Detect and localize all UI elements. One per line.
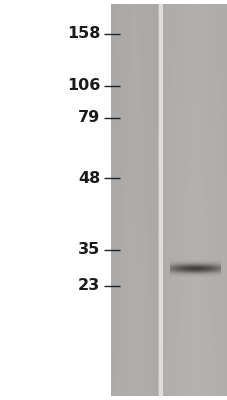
Text: 35: 35 [78,242,100,258]
Bar [162,4,227,396]
Text: 106: 106 [67,78,100,94]
Bar [158,4,162,396]
Text: 158: 158 [67,26,100,42]
Bar [110,4,158,396]
Bar [0,0,110,400]
Text: 48: 48 [78,170,100,186]
Text: 79: 79 [78,110,100,126]
Text: 23: 23 [78,278,100,294]
